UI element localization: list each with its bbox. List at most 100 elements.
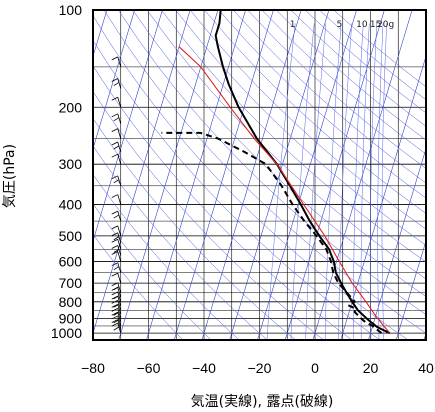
isotherm-line [201, 10, 302, 340]
wind-barb [111, 315, 122, 327]
wind-barb [111, 299, 122, 311]
wind-barb [111, 141, 122, 153]
y-axis-title: 気圧(hPa) [2, 144, 18, 208]
isotherm-line [340, 55, 426, 340]
wind-barb [111, 153, 122, 165]
dry-adiabat-line [118, 10, 426, 315]
parcel-line [178, 46, 391, 334]
wind-barb [111, 194, 122, 205]
mixing-ratio-label: 1 [290, 20, 296, 30]
isotherm-line [312, 10, 413, 340]
wind-barbs [111, 56, 122, 334]
dry-adiabat-line [333, 10, 426, 88]
wind-barb [111, 225, 122, 236]
dry-adiabat-line [93, 39, 381, 340]
y-tick-label: 500 [59, 228, 83, 244]
dry-adiabat-line [218, 10, 426, 199]
wind-barb [111, 251, 122, 262]
wind-barb [111, 128, 122, 139]
y-tick-label: 200 [59, 99, 83, 115]
isotherm-line [257, 10, 357, 340]
y-tick-label: 1000 [51, 325, 82, 341]
wind-barb [111, 113, 122, 124]
x-tick-label: −60 [137, 360, 161, 376]
wind-barb [111, 245, 122, 256]
x-tick-label: 20 [363, 360, 379, 376]
y-tick-label: 300 [59, 156, 83, 172]
mixing-ratio-label: 10 [356, 20, 368, 30]
x-tick-label: 0 [311, 360, 319, 376]
wind-barb [111, 282, 122, 293]
x-tick-label: −80 [81, 360, 105, 376]
wind-barb [111, 291, 122, 302]
wind-barb [111, 210, 122, 222]
dry-adiabat-line [261, 10, 426, 155]
x-tick-label: −40 [192, 360, 216, 376]
mixing-ratio-label: 5 [337, 20, 343, 30]
dry-adiabat-line [204, 10, 426, 214]
dry-adiabat-line [93, 15, 409, 340]
isotherm-line [395, 239, 426, 340]
y-tick-label: 600 [59, 253, 83, 269]
wind-barb [111, 56, 122, 68]
grid-lines [92, 9, 427, 340]
isotherm-line [368, 147, 426, 340]
wind-barb [111, 308, 122, 319]
dry-adiabat-line [93, 65, 352, 340]
mixing-ratio-line [290, 23, 315, 340]
wind-barb [111, 232, 122, 243]
isotherm-line [146, 10, 246, 340]
dry-adiabat-line [93, 203, 212, 340]
wind-barb [111, 319, 122, 330]
mixing-ratio-line [377, 23, 384, 340]
mixing-ratio-line [369, 23, 378, 340]
mixing-ratio-line [381, 23, 387, 340]
y-tick-label: 400 [59, 197, 83, 213]
mixing-ratio-label: 15 [370, 20, 381, 30]
wind-barb [111, 78, 122, 89]
mixing-ratio-line [266, 23, 296, 340]
wind-barb [111, 322, 122, 334]
dry-adiabat-line [93, 233, 184, 340]
sounding-series [161, 10, 391, 335]
wind-barb [111, 96, 122, 108]
dry-adiabat-line [103, 10, 426, 334]
background-lines [93, 10, 426, 340]
wind-barb [111, 175, 122, 186]
isotherm-line [93, 10, 191, 335]
y-tick-label: 700 [59, 275, 83, 291]
dry-adiabat-line [93, 173, 240, 340]
mixing-ratio-line [338, 23, 352, 340]
dry-adiabat-line [189, 10, 426, 230]
y-tick-label: 800 [59, 294, 83, 310]
dewpoint-line [161, 131, 383, 334]
mixing-ratio-line [324, 23, 342, 340]
dry-adiabat-line [93, 145, 268, 340]
isotherm-line [93, 10, 135, 150]
wind-barb [111, 304, 122, 315]
dry-adiabat-line [247, 10, 426, 169]
isotherm-line [229, 10, 330, 340]
dry-adiabat-line [132, 10, 426, 297]
x-tick-labels: −80 −60 −40 −20 0 20 40 [81, 360, 434, 376]
y-tick-label: 100 [59, 2, 83, 18]
isotherm-line [118, 10, 219, 340]
dry-adiabat-line [175, 10, 426, 246]
y-tick-label: 900 [59, 310, 83, 326]
temperature-line [214, 10, 391, 335]
isotherm-line [93, 10, 163, 242]
wind-barb [111, 311, 122, 323]
mixing-ratio-line [360, 23, 370, 340]
mixing-ratio-line [353, 23, 364, 340]
dry-adiabat-line [233, 10, 426, 184]
wind-barb [111, 238, 122, 250]
x-tick-label: −20 [248, 360, 272, 376]
isotherm-line [173, 10, 274, 340]
plot-frame [92, 9, 427, 341]
mixing-ratio-label: 20g [377, 20, 394, 30]
wind-barb [111, 262, 122, 273]
wind-barb [111, 272, 122, 284]
